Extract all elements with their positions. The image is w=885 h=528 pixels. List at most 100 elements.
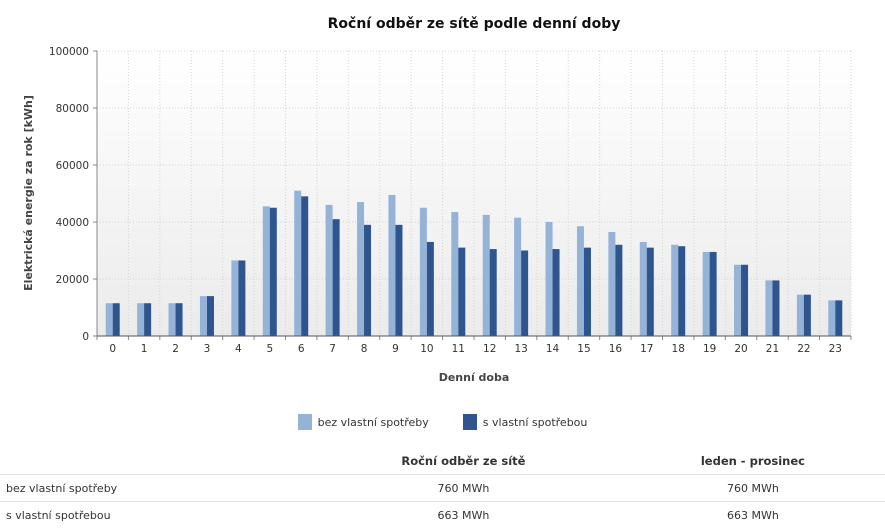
summary-header-annual: Roční odběr ze sítě [401,454,526,468]
bar-bez-vlastni-spotreby [199,296,207,336]
bar-s-vlastni-spotrebou [678,246,686,336]
bar-bez-vlastni-spotreby [451,212,459,336]
bar-s-vlastni-spotrebou [364,224,372,336]
x-tick-label: 19 [703,343,716,355]
x-tick-label: 14 [546,343,560,355]
bar-s-vlastni-spotrebou [583,247,591,336]
bar-bez-vlastni-spotreby [294,190,302,336]
chart-svg: Roční odběr ze sítě podle denní doby Ele… [22,16,852,384]
x-tick-label: 21 [766,343,779,355]
bar-s-vlastni-spotrebou [646,247,654,336]
summary-header-empty [0,448,306,475]
x-tick-label: 7 [329,343,336,355]
x-tick-label: 13 [514,343,527,355]
legend-swatch-series-2 [462,414,477,430]
y-tick-label: 20000 [56,274,89,286]
bar-bez-vlastni-spotreby [828,300,836,336]
bar-bez-vlastni-spotreby [262,206,270,336]
bar-s-vlastni-spotrebou [772,280,780,336]
row-period-value: 663 MWh [620,501,885,528]
x-tick-label: 9 [392,343,399,355]
bar-s-vlastni-spotrebou [175,303,183,336]
legend-item-series-1[interactable]: bez vlastní spotřeby [297,410,429,434]
bar-bez-vlastni-spotreby [231,260,239,336]
summary-header-period: leden - prosinec [700,454,805,468]
bar-bez-vlastni-spotreby [357,202,365,336]
bar-bez-vlastni-spotreby [608,231,616,336]
row-label: bez vlastní spotřeby [0,474,306,502]
x-axis-label: Denní doba [439,371,510,384]
y-tick-label: 80000 [56,103,89,115]
x-tick-label: 22 [797,343,810,355]
bar-s-vlastni-spotrebou [332,219,340,336]
row-label: s vlastní spotřebou [0,501,306,528]
row-annual-value: 663 MWh [306,501,621,528]
bar-s-vlastni-spotrebou [269,207,277,336]
x-tick-label: 0 [109,343,116,355]
bar-bez-vlastni-spotreby [419,207,427,336]
bar-s-vlastni-spotrebou [301,196,309,336]
x-tick-label: 20 [734,343,747,355]
x-tick-label: 6 [298,343,305,355]
bar-bez-vlastni-spotreby [514,217,522,336]
x-tick-label: 23 [829,343,842,355]
legend-label-series-2: s vlastní spotřebou [482,415,588,429]
bar-s-vlastni-spotrebou [426,241,434,336]
x-tick-label: 3 [204,343,211,355]
bar-s-vlastni-spotrebou [206,296,214,336]
x-tick-label: 4 [235,343,242,355]
bar-bez-vlastni-spotreby [545,222,553,336]
x-tick-label: 12 [483,343,496,355]
legend-item-series-2[interactable]: s vlastní spotřebou [462,410,588,434]
bar-s-vlastni-spotrebou [458,247,466,336]
x-tick-label: 1 [141,343,148,355]
bar-bez-vlastni-spotreby [734,264,742,336]
bar-s-vlastni-spotrebou [615,244,623,336]
x-tick-label: 2 [172,343,179,355]
x-tick-label: 17 [640,343,653,355]
x-tick-label: 10 [420,343,433,355]
row-period-value: 760 MWh [620,474,885,502]
table-row: bez vlastní spotřeby 760 MWh 760 MWh [0,474,885,502]
row-annual-value: 760 MWh [306,474,621,502]
x-tick-label: 11 [452,343,465,355]
bar-s-vlastni-spotrebou [489,249,497,336]
bar-bez-vlastni-spotreby [576,226,584,336]
y-axis-label: Elektrická energie za rok [kWh] [22,95,35,291]
chart-title: Roční odběr ze sítě podle denní doby [328,16,621,32]
legend-label-series-1: bez vlastní spotřeby [317,415,429,429]
bar-s-vlastni-spotrebou [803,294,811,336]
bar-s-vlastni-spotrebou [552,249,560,336]
table-row: s vlastní spotřebou 663 MWh 663 MWh [0,501,885,528]
x-tick-label: 8 [361,343,368,355]
legend-swatch-series-1 [297,414,312,430]
summary-header-row: Roční odběr ze sítě leden - prosinec [0,448,885,475]
bar-bez-vlastni-spotreby [482,214,490,336]
summary-table: Roční odběr ze sítě leden - prosinec bez… [0,448,885,528]
bar-bez-vlastni-spotreby [388,194,396,336]
y-tick-label: 40000 [56,217,89,229]
bar-s-vlastni-spotrebou [741,264,749,336]
bar-bez-vlastni-spotreby [137,303,145,336]
x-tick-label: 16 [609,343,623,355]
bar-bez-vlastni-spotreby [639,241,647,336]
bar-s-vlastni-spotrebou [144,303,152,336]
bar-bez-vlastni-spotreby [765,280,773,336]
x-tick-label: 5 [266,343,273,355]
bar-s-vlastni-spotrebou [395,224,403,336]
bar-s-vlastni-spotrebou [521,250,529,336]
y-tick-label: 60000 [56,160,89,172]
bar-bez-vlastni-spotreby [671,244,679,336]
bar-s-vlastni-spotrebou [835,300,843,336]
x-tick-label: 15 [577,343,590,355]
legend: bez vlastní spotřeby s vlastní spotřebou [0,410,885,434]
y-tick-label: 100000 [49,46,89,58]
chart: Roční odběr ze sítě podle denní doby Ele… [22,16,852,384]
bar-bez-vlastni-spotreby [796,294,804,336]
x-tick-label: 18 [672,343,685,355]
bar-bez-vlastni-spotreby [702,251,710,336]
bar-bez-vlastni-spotreby [105,303,113,336]
y-tick-label: 0 [82,331,89,343]
bar-s-vlastni-spotrebou [112,303,120,336]
